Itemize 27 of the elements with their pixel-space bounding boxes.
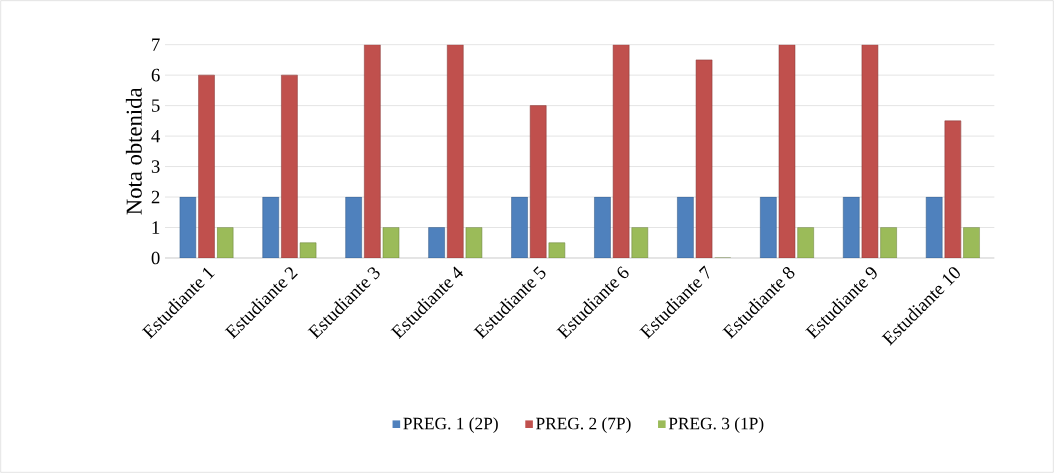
bar	[364, 44, 381, 258]
y-axis-title: Nota obtenida	[125, 87, 142, 215]
bar	[281, 74, 298, 258]
bar	[179, 196, 197, 258]
y-tick-label: 3	[151, 160, 160, 173]
y-tick-label: 4	[151, 129, 161, 143]
y-tick-label: 2	[151, 190, 160, 204]
y-tick-label: 1	[152, 221, 160, 234]
bar	[198, 74, 215, 258]
bar	[262, 196, 280, 258]
bar	[677, 196, 694, 258]
bar	[842, 196, 860, 258]
bar	[529, 105, 547, 258]
bar	[345, 196, 362, 258]
bar	[594, 196, 611, 258]
legend-label: PREG. 1 (2P)	[403, 417, 498, 433]
y-tick-label: 6	[151, 68, 160, 82]
bar	[428, 227, 445, 258]
y-tick-label: 5	[152, 99, 160, 112]
y-tick-label: 7	[152, 38, 160, 51]
bar	[925, 196, 943, 258]
legend-label: PREG. 2 (7P)	[536, 417, 631, 433]
bar	[760, 196, 777, 258]
legend-label: PREG. 3 (1P)	[668, 417, 764, 433]
y-tick-label: 0	[151, 251, 160, 265]
bar	[511, 196, 528, 258]
bar	[447, 44, 464, 258]
